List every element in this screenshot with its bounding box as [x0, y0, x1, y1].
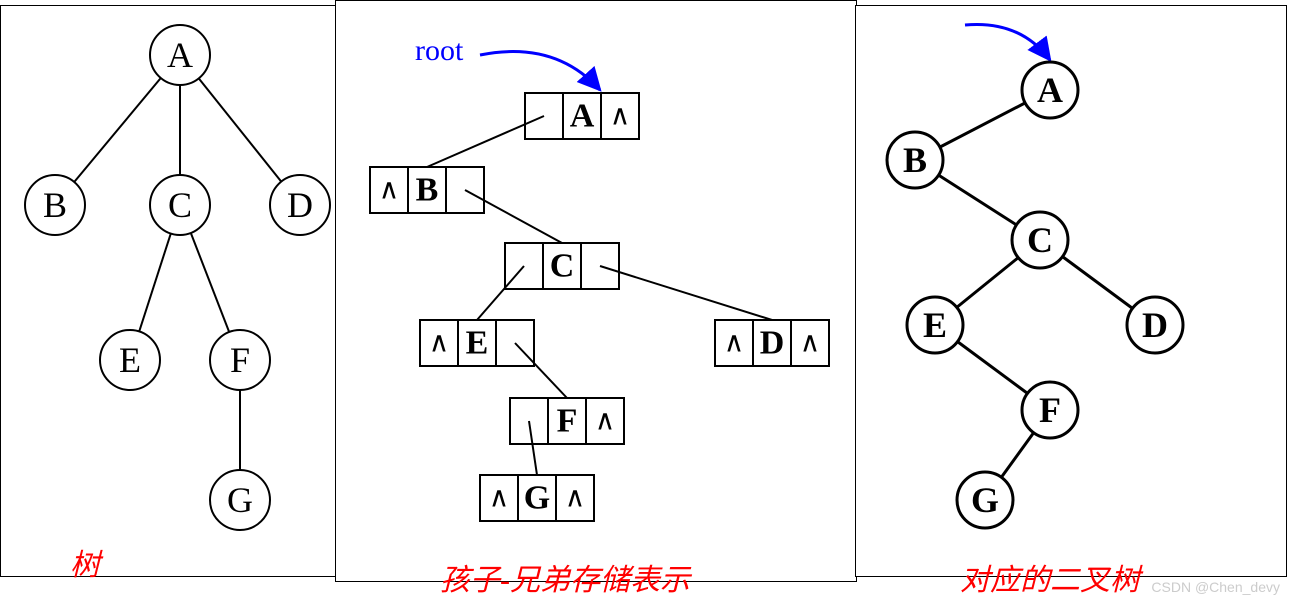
tree-node-label: D	[287, 185, 313, 225]
tree-edge	[74, 78, 161, 182]
root-label: root	[415, 34, 464, 67]
link-edge	[477, 266, 524, 320]
link-label-E: E	[466, 325, 489, 362]
caption-linked: 孩子-兄弟存储表示	[440, 555, 690, 599]
tree-node-label: A	[167, 35, 193, 75]
link-edge	[600, 266, 772, 320]
null-mark: ∧	[379, 175, 400, 206]
btree-edge	[1063, 257, 1133, 309]
diagram-wrap: A B C D E F Groot A ∧ ∧ B C ∧ E ∧ D ∧ F ∧ ∧ G ∧ A B C E D F G 树 孩子-兄…	[0, 0, 1290, 601]
tree-node-label: E	[119, 340, 141, 380]
btree-node-label: F	[1039, 390, 1061, 430]
btree-edge	[1001, 433, 1033, 478]
link-label-C: C	[550, 248, 575, 285]
link-edge	[515, 343, 567, 398]
btree-node-label: G	[971, 480, 999, 520]
tree-node-label: G	[227, 480, 253, 520]
btree-node-label: C	[1027, 220, 1053, 260]
null-mark: ∧	[429, 328, 450, 359]
tree-node-label: C	[168, 185, 192, 225]
tree-node-label: B	[43, 185, 67, 225]
tree-edge	[191, 233, 229, 332]
btree-node-label: D	[1142, 305, 1168, 345]
null-mark: ∧	[724, 328, 745, 359]
arrow-right	[965, 24, 1050, 60]
link-label-D: D	[760, 325, 785, 362]
tree-edge	[199, 78, 282, 181]
caption-tree: 树	[70, 540, 100, 584]
svg-layer: A B C D E F Groot A ∧ ∧ B C ∧ E ∧ D ∧ F ∧ ∧ G ∧ A B C E D F G	[0, 0, 1290, 601]
root-arrow	[480, 52, 600, 90]
tree-edge	[139, 234, 171, 332]
btree-node-label: A	[1037, 70, 1063, 110]
link-label-B: B	[416, 172, 439, 209]
null-mark: ∧	[610, 101, 631, 132]
btree-edge	[940, 103, 1025, 147]
null-mark: ∧	[489, 483, 510, 514]
null-mark: ∧	[800, 328, 821, 359]
null-mark: ∧	[565, 483, 586, 514]
null-mark: ∧	[595, 406, 616, 437]
caption-binary: 对应的二叉树	[960, 555, 1140, 599]
btree-edge	[939, 175, 1017, 225]
watermark: CSDN @Chen_devy	[1151, 579, 1280, 595]
link-edge	[465, 190, 562, 243]
btree-node-label: E	[923, 305, 947, 345]
btree-edge	[957, 258, 1018, 308]
link-label-A: A	[570, 98, 595, 135]
link-label-F: F	[557, 403, 578, 440]
link-edge	[427, 116, 544, 167]
btree-edge	[958, 342, 1028, 394]
btree-node-label: B	[903, 140, 927, 180]
tree-node-label: F	[230, 340, 250, 380]
link-label-G: G	[524, 480, 550, 517]
